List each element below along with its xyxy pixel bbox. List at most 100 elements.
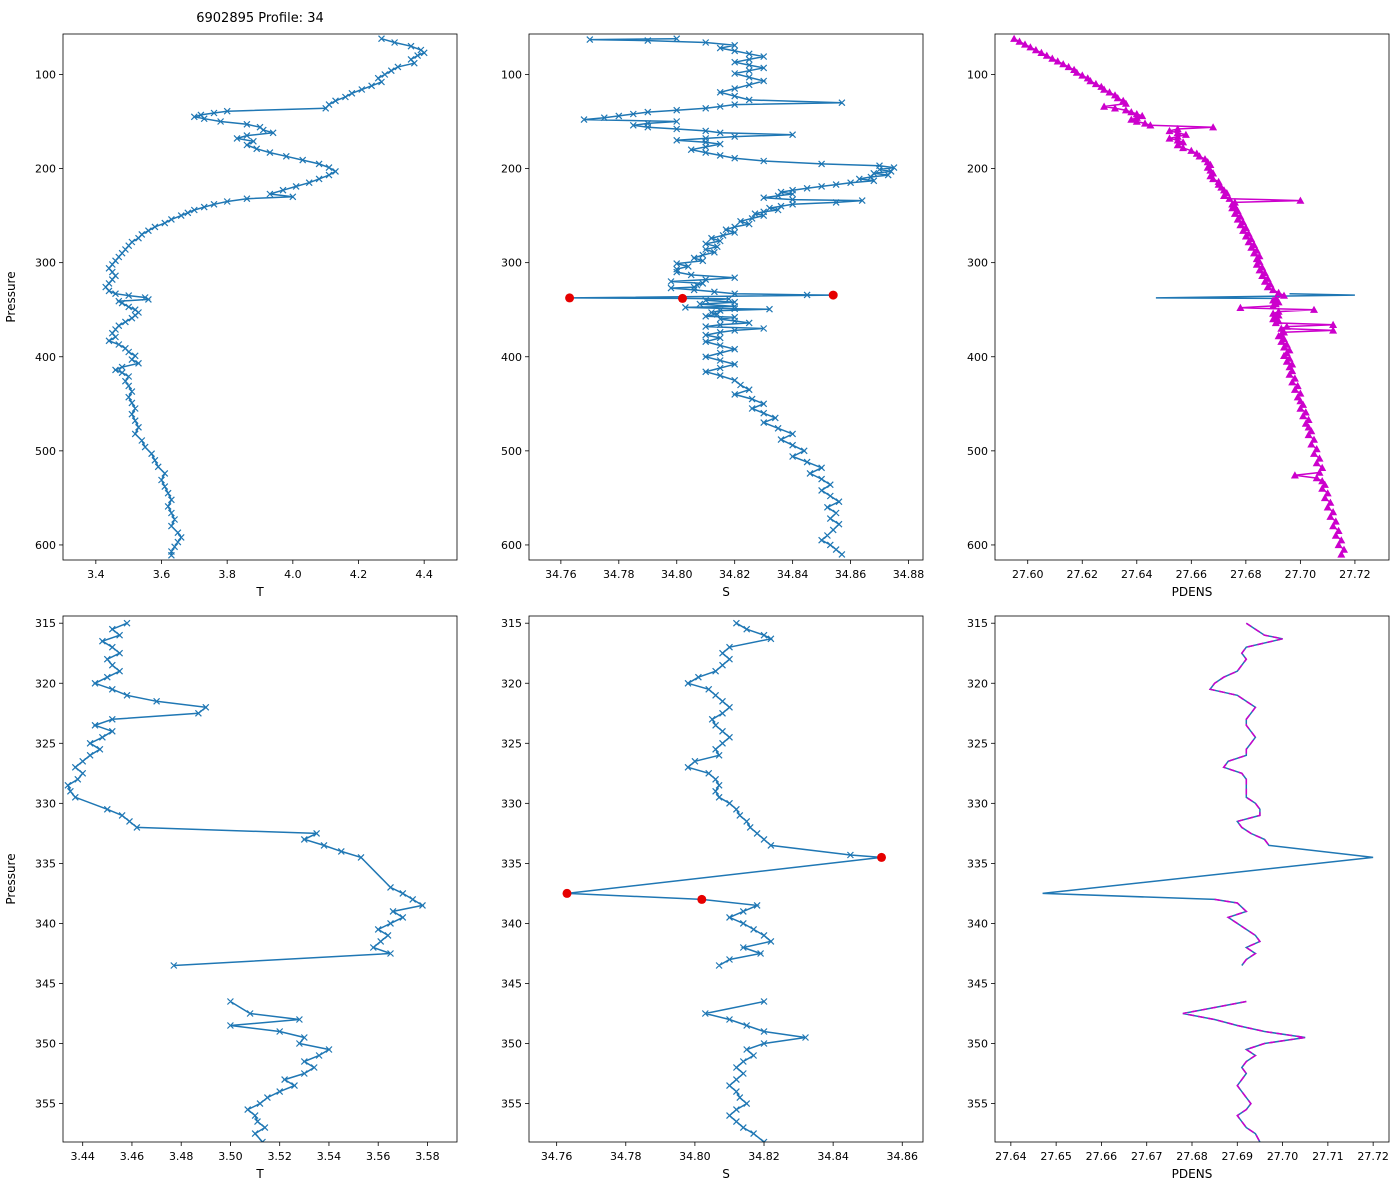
x-markers-salinity-lower xyxy=(701,998,809,1142)
y-tick-label: 340 xyxy=(501,917,522,930)
x-tick-label: 27.68 xyxy=(1230,568,1262,581)
x-tick-label: 3.6 xyxy=(153,568,171,581)
y-tick-label: 330 xyxy=(501,797,522,810)
x-tick-label: 34.86 xyxy=(835,568,867,581)
x-markers-salinity-upper xyxy=(563,619,885,969)
x-tick-label: 3.50 xyxy=(218,1150,243,1163)
x-tick-label: 34.80 xyxy=(679,1150,711,1163)
x-tick-label: 34.82 xyxy=(719,568,751,581)
x-axis-label: PDENS xyxy=(1172,1167,1213,1181)
y-tick-label: 300 xyxy=(35,257,56,270)
y-tick-label: 335 xyxy=(967,857,988,870)
y-tick-label: 330 xyxy=(967,797,988,810)
x-tick-label: 27.67 xyxy=(1131,1150,1163,1163)
x-tick-label: 34.76 xyxy=(545,568,577,581)
x-tick-label: 3.48 xyxy=(169,1150,194,1163)
flagged-point-marker xyxy=(562,888,572,898)
y-tick-label: 340 xyxy=(967,917,988,930)
x-markers-temperature xyxy=(102,35,428,559)
x-tick-label: 3.56 xyxy=(366,1150,391,1163)
plot-area xyxy=(562,619,886,1142)
plot-border xyxy=(994,615,1390,1143)
series-temperature-lower xyxy=(230,1000,332,1142)
series-salinity xyxy=(569,37,895,555)
y-tick-label: 345 xyxy=(967,977,988,990)
x-axis-label: S xyxy=(722,585,730,599)
x-tick-label: 4.4 xyxy=(415,568,433,581)
y-tick-label: 100 xyxy=(967,68,988,81)
chart-temperature-full: 6902895 Profile: 34 3.4 3.6 3.8 4.0 4.2 4.4 10… xyxy=(1,0,467,600)
x-tick-label: 27.71 xyxy=(1312,1150,1344,1163)
x-tick-label: 34.84 xyxy=(817,1150,849,1163)
y-tick-label: 315 xyxy=(501,617,522,630)
y-tick-label: 350 xyxy=(967,1038,988,1051)
plot-area xyxy=(1042,622,1374,1142)
plot-border xyxy=(528,33,924,561)
plot-area xyxy=(102,35,428,559)
x-tick-label: 27.66 xyxy=(1086,1150,1118,1163)
y-tick-label: 355 xyxy=(35,1098,56,1111)
y-tick-label: 335 xyxy=(35,857,56,870)
y-tick-label: 325 xyxy=(501,737,522,750)
series-pdens-adjusted-upper-b xyxy=(1214,898,1262,966)
series-pdens-adjusted-upper-a xyxy=(1208,622,1283,846)
y-tick-label: 345 xyxy=(35,977,56,990)
chart-temperature-zoom: 3.44 3.46 3.48 3.50 3.52 3.54 3.56 3.58 315 320 32… xyxy=(1,600,467,1200)
flagged-point-marker xyxy=(877,852,886,862)
x-tick-label: 27.62 xyxy=(1067,568,1099,581)
x-tick-label: 27.65 xyxy=(1040,1150,1072,1163)
y-tick-label: 355 xyxy=(501,1098,522,1111)
y-tick-label: 500 xyxy=(35,445,56,458)
x-tick-label: 3.54 xyxy=(317,1150,342,1163)
x-tick-label: 3.44 xyxy=(70,1150,95,1163)
x-tick-label: 34.76 xyxy=(541,1150,573,1163)
y-axis-label: Pressure xyxy=(4,271,18,322)
plot-area xyxy=(1010,34,1355,558)
chart-salinity-zoom: 34.76 34.78 34.80 34.82 34.84 34.86 315 320 325 3… xyxy=(467,600,933,1200)
y-tick-label: 320 xyxy=(501,677,522,690)
flagged-point-marker xyxy=(678,293,687,303)
plot-border xyxy=(528,615,924,1143)
x-axis-label: T xyxy=(255,585,264,599)
series-pdens-adjusted-lower xyxy=(1182,1000,1306,1142)
x-tick-label: 27.60 xyxy=(1012,568,1044,581)
series-temperature-upper xyxy=(66,622,425,967)
x-tick-label: 27.70 xyxy=(1285,568,1317,581)
x-tick-label: 4.2 xyxy=(350,568,368,581)
x-tick-label: 3.4 xyxy=(87,568,105,581)
y-tick-label: 500 xyxy=(967,445,988,458)
x-tick-label: 34.86 xyxy=(887,1150,919,1163)
flagged-point-marker xyxy=(828,290,838,300)
series-salinity-upper xyxy=(566,622,882,967)
x-tick-label: 3.46 xyxy=(120,1150,145,1163)
y-axis-label: Pressure xyxy=(4,853,18,904)
figure-title: 6902895 Profile: 34 xyxy=(196,11,324,26)
y-tick-label: 300 xyxy=(501,257,522,270)
chart-pdens-full: 27.60 27.62 27.64 27.66 27.68 27.70 27.72 100 20… xyxy=(933,0,1399,600)
plot-border xyxy=(994,33,1390,561)
y-tick-label: 355 xyxy=(967,1098,988,1111)
x-tick-label: 4.0 xyxy=(284,568,302,581)
y-tick-label: 320 xyxy=(967,677,988,690)
x-tick-label: 27.70 xyxy=(1267,1150,1299,1163)
y-tick-label: 400 xyxy=(967,351,988,364)
x-axis-label: S xyxy=(722,1167,730,1181)
x-markers-salinity xyxy=(566,35,898,558)
plot-area xyxy=(64,619,426,1142)
x-tick-label: 3.8 xyxy=(218,568,236,581)
y-tick-label: 345 xyxy=(501,977,522,990)
series-pdens-raw-spike xyxy=(1155,292,1355,300)
x-tick-label: 27.64 xyxy=(1121,568,1153,581)
x-tick-label: 3.52 xyxy=(267,1150,292,1163)
x-tick-label: 27.72 xyxy=(1357,1150,1389,1163)
x-tick-label: 34.88 xyxy=(893,568,925,581)
y-tick-label: 325 xyxy=(35,737,56,750)
x-markers-temperature-upper xyxy=(64,619,426,969)
y-tick-label: 340 xyxy=(35,917,56,930)
series-salinity-lower xyxy=(705,1000,806,1142)
y-tick-label: 315 xyxy=(967,617,988,630)
x-axis-label: T xyxy=(255,1167,264,1181)
y-tick-label: 330 xyxy=(35,797,56,810)
